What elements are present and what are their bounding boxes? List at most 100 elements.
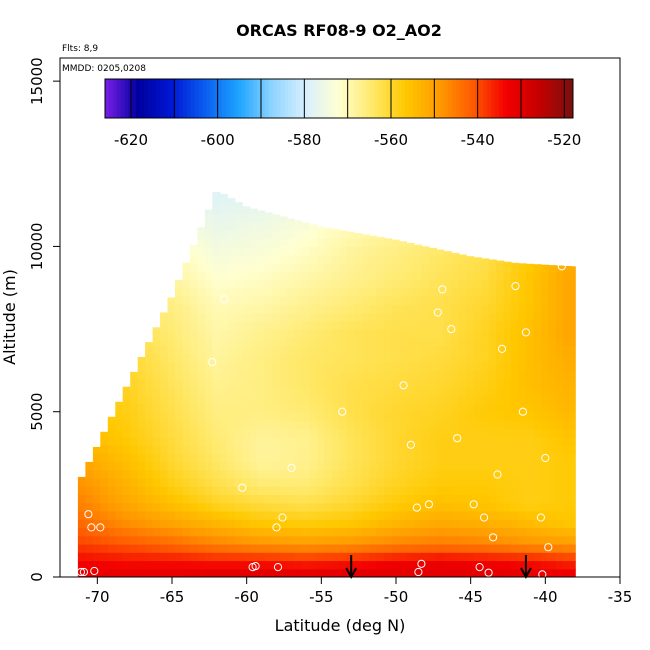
field-cell [197, 428, 206, 438]
colorbar-segment [245, 79, 250, 118]
field-cell [570, 461, 576, 471]
field-cell [309, 320, 318, 330]
field-cell [563, 353, 572, 363]
field-cell [369, 395, 378, 405]
colorbar-segment [175, 79, 180, 118]
field-cell [413, 535, 422, 545]
field-cell [555, 527, 564, 537]
field-cell [197, 263, 206, 272]
field-cell [197, 477, 206, 487]
field-cell [369, 378, 378, 388]
field-cell [473, 527, 482, 537]
field-cell [443, 304, 452, 314]
field-cell [264, 527, 273, 537]
field-cell [272, 329, 281, 338]
field-cell [346, 453, 355, 462]
field-cell [540, 411, 549, 421]
field-cell [309, 486, 318, 495]
field-cell [384, 320, 393, 330]
field-cell [466, 312, 475, 322]
field-cell [85, 510, 94, 520]
field-cell [391, 362, 400, 371]
field-cell [563, 494, 572, 504]
field-cell [294, 304, 303, 314]
field-cell [249, 411, 258, 421]
field-cell [249, 436, 258, 446]
field-cell [137, 370, 146, 380]
field-cell [107, 477, 116, 487]
field-cell [428, 287, 437, 297]
field-cell [294, 386, 303, 396]
observation-point [412, 503, 421, 512]
observation-points [76, 262, 566, 577]
field-cell [137, 560, 146, 570]
field-cell [204, 420, 213, 429]
field-cell [533, 312, 542, 322]
field-cell [376, 337, 385, 347]
field-cell [234, 378, 243, 388]
field-cell [473, 403, 482, 413]
colorbar-segment [569, 79, 574, 118]
field-cell [369, 510, 378, 520]
field-cell [242, 246, 251, 256]
field-cell [443, 420, 452, 429]
field-cell [219, 279, 228, 289]
field-cell [361, 345, 370, 355]
field-cell [257, 502, 266, 512]
field-cell [488, 461, 497, 471]
field-cell [421, 519, 430, 528]
colorbar-segment [479, 79, 484, 118]
field-cell [234, 254, 243, 264]
field-cell [384, 535, 393, 545]
field-cell [249, 229, 258, 239]
field-cell [384, 263, 393, 272]
field-cell [257, 420, 266, 429]
field-cell [122, 535, 131, 545]
field-cell [533, 527, 542, 537]
field-cell [122, 386, 131, 388]
field-cell [189, 370, 198, 380]
field-cell [384, 552, 393, 562]
field-cell [219, 502, 228, 512]
field-cell [451, 510, 460, 520]
field-cell [376, 271, 385, 281]
field-cell [309, 229, 318, 239]
field-cell [301, 329, 310, 338]
field-cell [384, 543, 393, 553]
field-cell [436, 477, 445, 487]
field-cell [212, 428, 221, 438]
field-cell [152, 527, 161, 537]
field-cell [234, 568, 243, 577]
field-cell [100, 535, 109, 545]
field-cell [339, 444, 348, 454]
field-cell [369, 519, 378, 528]
field-cell [279, 510, 288, 520]
field-cell [316, 238, 325, 248]
field-cell [540, 519, 549, 528]
field-cell [354, 345, 363, 355]
field-cell [264, 560, 273, 570]
field-cell [167, 436, 176, 446]
field-cell [563, 502, 572, 512]
field-cell [399, 502, 408, 512]
colorbar-segment [452, 79, 457, 118]
field-cell [242, 329, 251, 338]
field-cell [287, 560, 296, 570]
field-cell [227, 420, 236, 429]
field-cell [175, 395, 184, 405]
field-cell [316, 444, 325, 454]
field-cell [264, 519, 273, 528]
field-cell [451, 502, 460, 512]
field-cell [272, 362, 281, 371]
field-cell [503, 370, 512, 380]
field-cell [175, 527, 184, 537]
field-cell [533, 370, 542, 380]
field-cell [189, 552, 198, 562]
field-cell [458, 444, 467, 454]
field-cell [182, 287, 191, 297]
field-cell [160, 535, 169, 545]
field-cell [152, 353, 161, 363]
field-cell [175, 535, 184, 545]
field-cell [160, 527, 169, 537]
field-cell [451, 486, 460, 495]
